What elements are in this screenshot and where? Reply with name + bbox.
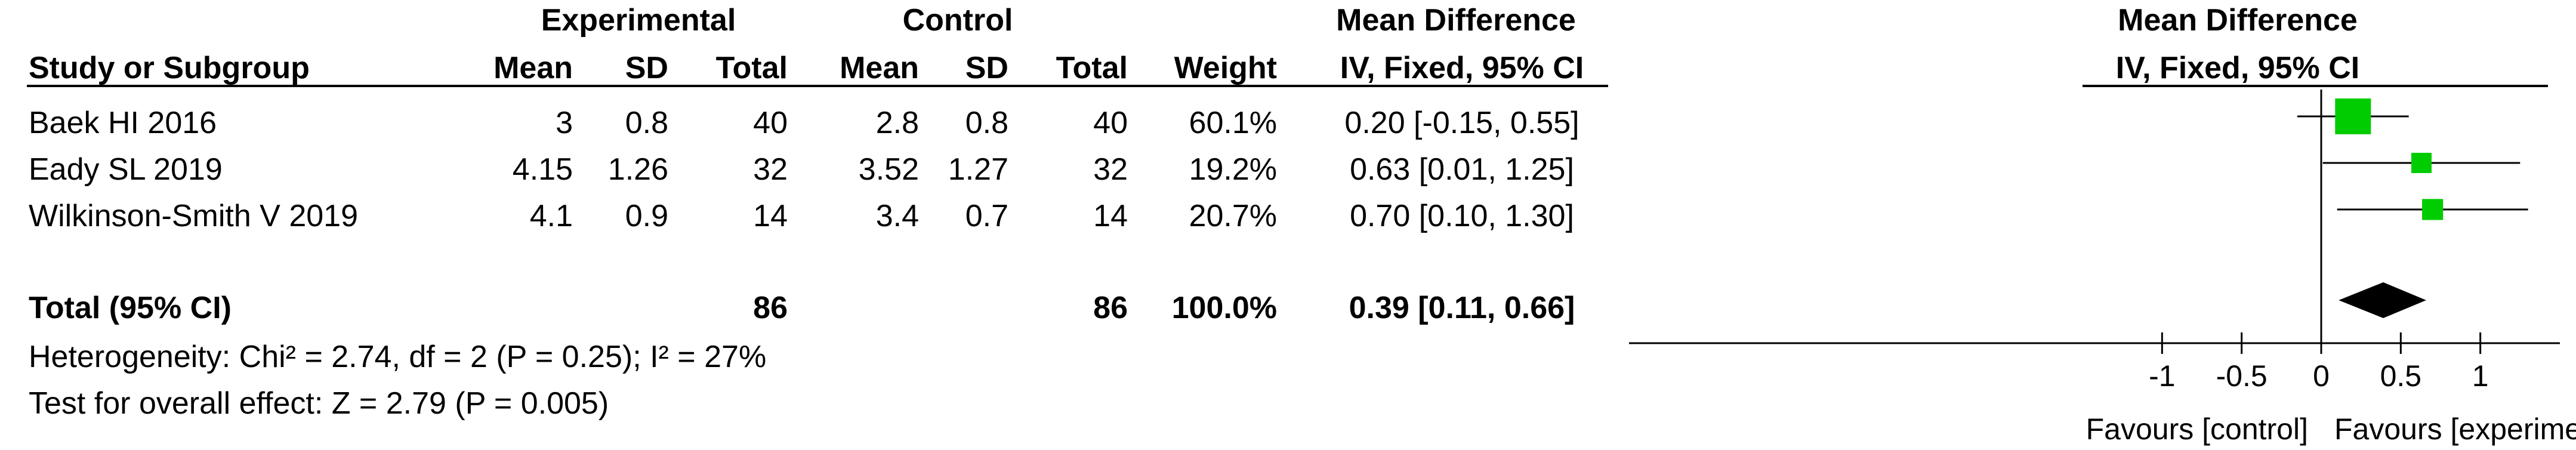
exp-total-value: 14	[753, 199, 788, 233]
ctl-mean-value: 2.8	[875, 106, 919, 140]
exp-mean-column-header: Mean	[493, 51, 573, 85]
weight-value: 20.7%	[1189, 199, 1277, 233]
study-name: Wilkinson-Smith V 2019	[29, 199, 358, 233]
ctl-mean-column-header: Mean	[840, 51, 919, 85]
ci-value: 0.63 [0.01, 1.25]	[1350, 152, 1574, 187]
weight-value: 19.2%	[1189, 152, 1277, 187]
favours-control-label: Favours [control]	[2086, 412, 2308, 446]
overall-effect-text: Test for overall effect: Z = 2.79 (P = 0…	[29, 386, 609, 421]
ctl-mean-value: 3.52	[858, 152, 919, 187]
plot-mean-difference-header: Mean Difference	[2118, 3, 2358, 38]
total-ctl-value: 86	[1093, 291, 1128, 325]
plot-method-column-header: IV, Fixed, 95% CI	[2115, 51, 2360, 85]
plot-header-rule	[2083, 85, 2548, 87]
exp-sd-value: 1.26	[607, 152, 668, 187]
study-marks	[2297, 98, 2528, 220]
exp-sd-value: 0.9	[625, 199, 668, 233]
x-tick-label: -1	[2149, 359, 2175, 393]
total-weight-value: 100.0%	[1171, 291, 1277, 325]
experimental-group-header: Experimental	[541, 3, 736, 38]
heterogeneity-text: Heterogeneity: Chi² = 2.74, df = 2 (P = …	[29, 340, 767, 374]
exp-sd-value: 0.8	[625, 106, 668, 140]
study-name: Baek HI 2016	[29, 106, 217, 140]
exp-total-value: 40	[753, 106, 788, 140]
exp-sd-column-header: SD	[625, 51, 668, 85]
effect-marker	[2422, 199, 2444, 220]
exp-total-column-header: Total	[715, 51, 788, 85]
effect-marker	[2411, 153, 2432, 173]
study-name: Eady SL 2019	[29, 152, 223, 187]
total-exp-value: 86	[753, 291, 788, 325]
effect-marker	[2335, 98, 2371, 134]
exp-mean-value: 4.1	[529, 199, 573, 233]
ci-value: 0.70 [0.10, 1.30]	[1350, 199, 1574, 233]
ctl-sd-value: 1.27	[948, 152, 1008, 187]
x-tick-label: -0.5	[2216, 359, 2268, 393]
ci-method-column-header: IV, Fixed, 95% CI	[1340, 51, 1584, 85]
favours-experimental-label: Favours [experimental]	[2334, 412, 2576, 446]
exp-total-value: 32	[753, 152, 788, 187]
weight-value: 60.1%	[1189, 106, 1277, 140]
pooled-diamond	[2339, 282, 2426, 318]
exp-mean-value: 3	[556, 106, 573, 140]
mean-difference-header: Mean Difference	[1336, 3, 1576, 38]
x-axis-ticks: -1 -0.5 0 0.5 1	[2149, 332, 2489, 393]
ctl-total-column-header: Total	[1056, 51, 1128, 85]
total-ci-value: 0.39 [0.11, 0.66]	[1349, 291, 1575, 325]
ctl-mean-value: 3.4	[875, 199, 919, 233]
header-rule	[27, 85, 1608, 87]
exp-mean-value: 4.15	[512, 152, 573, 187]
ci-value: 0.20 [-0.15, 0.55]	[1344, 106, 1579, 140]
weight-column-header: Weight	[1174, 51, 1277, 85]
ctl-sd-value: 0.8	[965, 106, 1008, 140]
x-tick-label: 1	[2472, 359, 2489, 393]
total-label: Total (95% CI)	[29, 291, 232, 325]
ctl-total-value: 40	[1093, 106, 1128, 140]
study-column-header: Study or Subgroup	[29, 51, 310, 85]
ctl-total-value: 32	[1093, 152, 1128, 187]
ctl-sd-column-header: SD	[965, 51, 1008, 85]
x-tick-label: 0	[2313, 359, 2330, 393]
x-tick-label: 0.5	[2380, 359, 2422, 393]
control-group-header: Control	[902, 3, 1013, 38]
ctl-sd-value: 0.7	[965, 199, 1008, 233]
ctl-total-value: 14	[1093, 199, 1128, 233]
